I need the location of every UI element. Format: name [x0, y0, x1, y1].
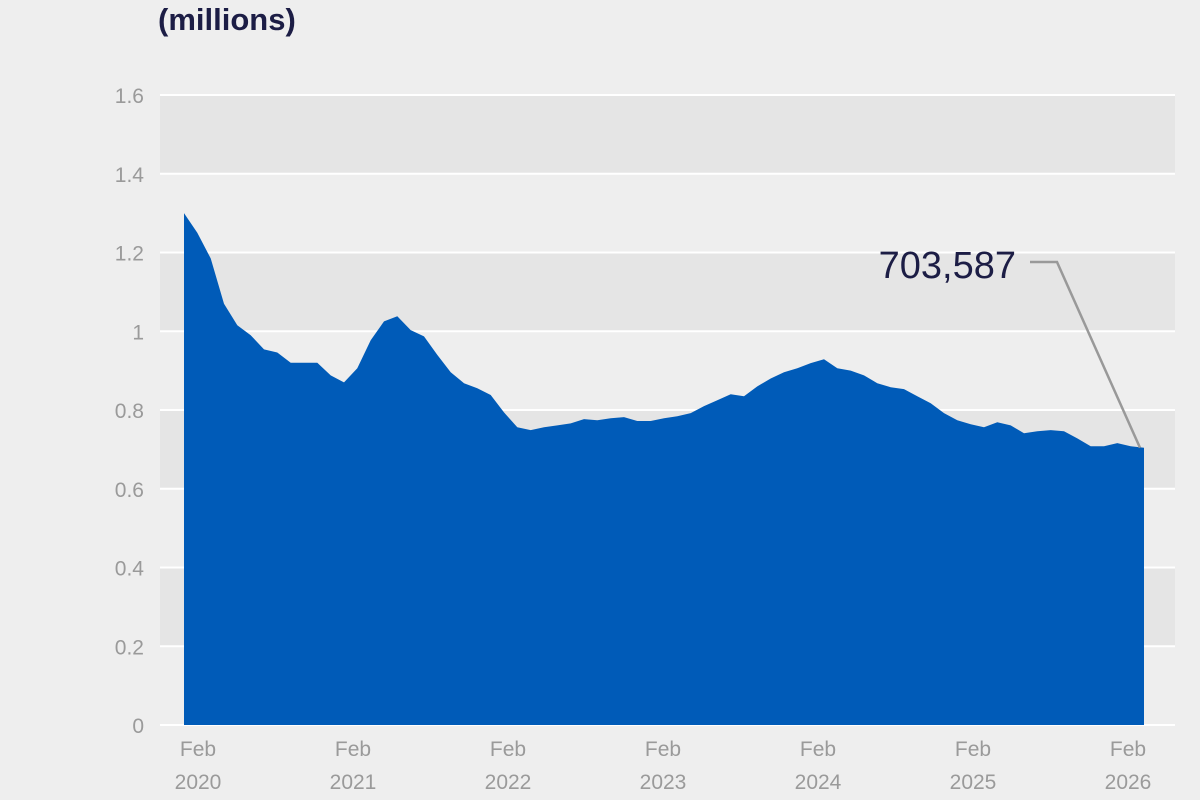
latest-value-annotation: 703,587: [879, 245, 1016, 287]
x-tick-month: Feb: [180, 738, 216, 761]
x-tick-year: 2025: [950, 771, 997, 794]
x-tick-month: Feb: [645, 738, 681, 761]
y-axis-unit-label: (millions): [158, 2, 296, 37]
x-tick-year: 2024: [795, 771, 842, 794]
x-tick-year: 2021: [330, 771, 377, 794]
y-tick-label: 0.2: [115, 636, 144, 659]
y-tick-label: 1.2: [115, 243, 144, 266]
x-tick-month: Feb: [800, 738, 836, 761]
x-tick-month: Feb: [335, 738, 371, 761]
y-tick-label: 0: [132, 715, 144, 738]
y-tick-label: 1.6: [115, 85, 144, 108]
x-tick-year: 2022: [485, 771, 532, 794]
x-tick-year: 2026: [1105, 771, 1152, 794]
x-tick-month: Feb: [955, 738, 991, 761]
y-tick-label: 0.8: [115, 400, 144, 423]
area-series: [184, 213, 1144, 725]
y-tick-label: 0.6: [115, 479, 144, 502]
x-tick-year: 2023: [640, 771, 687, 794]
x-tick-month: Feb: [1110, 738, 1146, 761]
grid-band: [160, 95, 1175, 174]
y-tick-label: 1: [132, 321, 144, 344]
x-tick-year: 2020: [175, 771, 222, 794]
grid-band: [160, 252, 1175, 332]
y-tick-label: 1.4: [115, 164, 145, 187]
y-tick-label: 0.4: [115, 558, 145, 581]
annotation-leader-line: [1030, 260, 1142, 449]
x-tick-month: Feb: [490, 738, 526, 761]
